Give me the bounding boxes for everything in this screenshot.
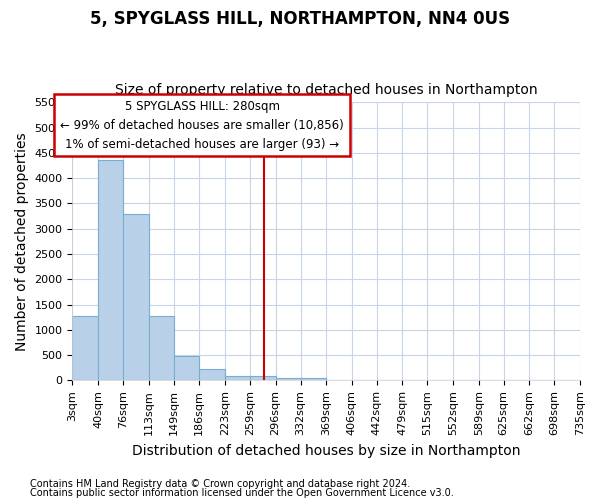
Text: Contains HM Land Registry data © Crown copyright and database right 2024.: Contains HM Land Registry data © Crown c… [30,479,410,489]
Bar [250,376,275,380]
Bar [123,214,149,380]
Bar [301,378,326,380]
Bar [98,160,123,380]
Bar [149,316,173,380]
Bar [73,316,98,380]
Text: 5, SPYGLASS HILL, NORTHAMPTON, NN4 0US: 5, SPYGLASS HILL, NORTHAMPTON, NN4 0US [90,10,510,28]
Text: Contains public sector information licensed under the Open Government Licence v3: Contains public sector information licen… [30,488,454,498]
Bar [173,356,199,380]
Text: 5 SPYGLASS HILL: 280sqm
← 99% of detached houses are smaller (10,856)
1% of semi: 5 SPYGLASS HILL: 280sqm ← 99% of detache… [60,100,344,150]
X-axis label: Distribution of detached houses by size in Northampton: Distribution of detached houses by size … [132,444,520,458]
Bar [225,376,250,380]
Bar [275,378,301,380]
Title: Size of property relative to detached houses in Northampton: Size of property relative to detached ho… [115,83,538,97]
Y-axis label: Number of detached properties: Number of detached properties [15,132,29,350]
Bar [199,369,225,380]
